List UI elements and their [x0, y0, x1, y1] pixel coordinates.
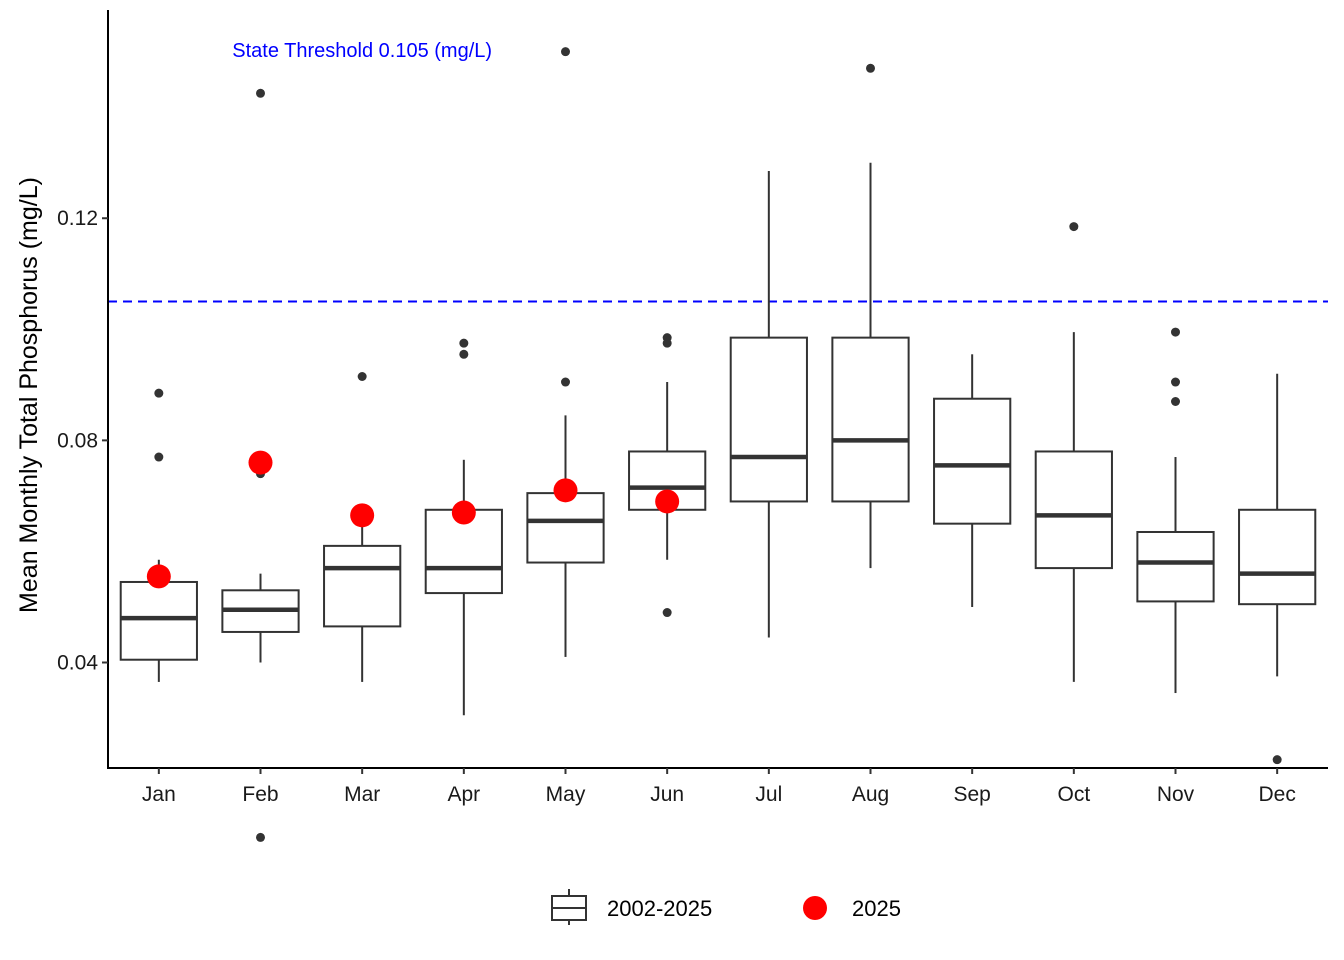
iqr-box [526, 492, 605, 564]
x-tick-label: Jan [142, 783, 176, 806]
outlier-point [1272, 755, 1282, 765]
iqr-box [1238, 508, 1317, 606]
outlier-point [256, 88, 265, 98]
y-tick-label: 0.08 [57, 429, 98, 452]
outlier-point [256, 832, 265, 842]
outlier-point [662, 338, 672, 348]
x-tick-label: Dec [1258, 783, 1295, 806]
x-tick-label: Mar [344, 783, 380, 806]
x-tick-label: Aug [852, 783, 889, 806]
axis-layer: 0.04 0.08 0.12 Jan Feb Mar Apr May Jun Jul Aug Sep O… [57, 10, 1328, 806]
box-nov [1136, 327, 1215, 694]
x-tick-label: Jul [755, 783, 782, 806]
x-tick-label: May [546, 783, 586, 806]
box-jun [628, 333, 707, 618]
outlier-point [357, 372, 367, 382]
iqr-box [1034, 450, 1113, 570]
box-layer [119, 47, 1317, 842]
x-tick-label: Jun [650, 783, 684, 806]
legend-label-boxplot: 2002-2025 [607, 896, 712, 921]
outlier-point [154, 452, 164, 462]
legend: 2002-2025 2025 [551, 889, 901, 925]
y-axis-title: Mean Monthly Total Phosphorus (mg/L) [15, 177, 43, 613]
outlier-point [1171, 377, 1180, 387]
x-tick-label: Sep [953, 783, 990, 806]
outlier-point [154, 388, 164, 398]
legend-item-boxplot: 2002-2025 [551, 889, 712, 925]
outlier-point [662, 608, 672, 618]
outlier-point [459, 338, 469, 348]
iqr-box [933, 397, 1012, 525]
iqr-box [729, 336, 808, 503]
x-tick-label: Apr [447, 783, 480, 806]
point-2025-feb [248, 450, 273, 475]
outlier-point [561, 47, 570, 57]
point-2025-may [553, 478, 578, 503]
outlier-point [866, 63, 875, 73]
legend-label-2025: 2025 [852, 896, 901, 921]
box-mar [323, 372, 402, 682]
x-tick-label: Feb [242, 783, 278, 806]
point-layer [146, 450, 680, 589]
outlier-point [459, 349, 469, 359]
box-apr [424, 338, 503, 716]
outlier-point [1171, 327, 1180, 337]
iqr-box [831, 336, 910, 503]
box-jul [729, 171, 808, 638]
box-sep [933, 354, 1012, 607]
iqr-box [323, 544, 402, 628]
box-aug [831, 63, 910, 569]
point-2025-apr [451, 500, 476, 525]
box-may [526, 47, 605, 657]
y-tick-label: 0.04 [57, 651, 98, 674]
box-oct [1034, 222, 1113, 682]
iqr-box [119, 580, 198, 661]
box-jan [119, 388, 198, 682]
outlier-point [1171, 396, 1180, 406]
legend-point-2025 [803, 896, 827, 920]
threshold-layer: State Threshold 0.105 (mg/L) [108, 40, 1328, 303]
outlier-point [561, 377, 570, 387]
x-tick-label: Oct [1057, 783, 1090, 806]
iqr-box [1136, 530, 1215, 603]
outlier-point [1069, 222, 1079, 232]
y-tick-label: 0.12 [57, 207, 98, 230]
box-dec [1238, 373, 1317, 765]
threshold-label: State Threshold 0.105 (mg/L) [232, 40, 492, 62]
point-2025-jun [655, 489, 680, 514]
legend-item-2025: 2025 [803, 896, 901, 921]
x-tick-label: Nov [1157, 783, 1195, 806]
point-2025-jan [146, 564, 171, 589]
point-2025-mar [350, 503, 375, 528]
